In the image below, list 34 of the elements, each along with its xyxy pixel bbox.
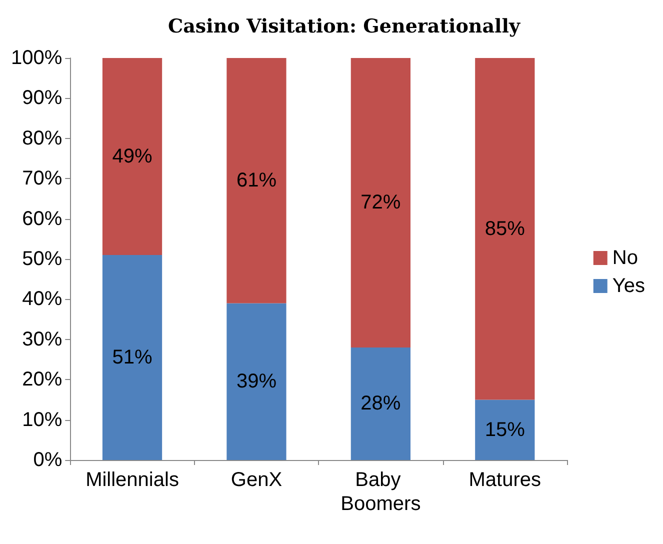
y-tick-label: 80% [22,127,62,150]
bar [475,58,535,400]
y-tick-label: 0% [33,449,62,471]
y-tick-label: 90% [22,87,62,110]
y-tick-label: 60% [22,208,62,230]
y-tick-label: 10% [22,408,62,431]
y-tick-label: 20% [22,368,62,391]
data-label: 51% [112,346,152,368]
bar [350,347,410,460]
data-label: 61% [236,170,277,192]
x-tick-label: Millennials [86,469,179,491]
chart-title: Casino Visitation: Generationally [168,16,521,38]
data-label: 28% [360,392,401,415]
legend-label: No [612,247,638,269]
bar [102,58,162,255]
x-tick-label: Matures [468,469,542,491]
bar [102,254,162,460]
y-tick-label: 30% [22,328,62,350]
bar [226,303,286,460]
data-label: 39% [236,370,277,393]
y-tick-label: 70% [22,168,62,190]
x-tick-label: Baby Boomers [340,469,421,515]
bar [226,58,286,304]
data-label: 85% [484,218,526,240]
y-tick-label: 40% [22,288,62,310]
legend-label: Yes [612,275,646,297]
data-label: 49% [112,145,152,168]
y-tick-label: 50% [22,248,62,270]
y-tick-label: 100% [10,47,62,69]
data-label: 15% [484,418,526,441]
bar [475,400,535,460]
x-tick-label: GenX [230,469,282,491]
data-label: 72% [360,192,401,214]
bar [350,58,410,348]
